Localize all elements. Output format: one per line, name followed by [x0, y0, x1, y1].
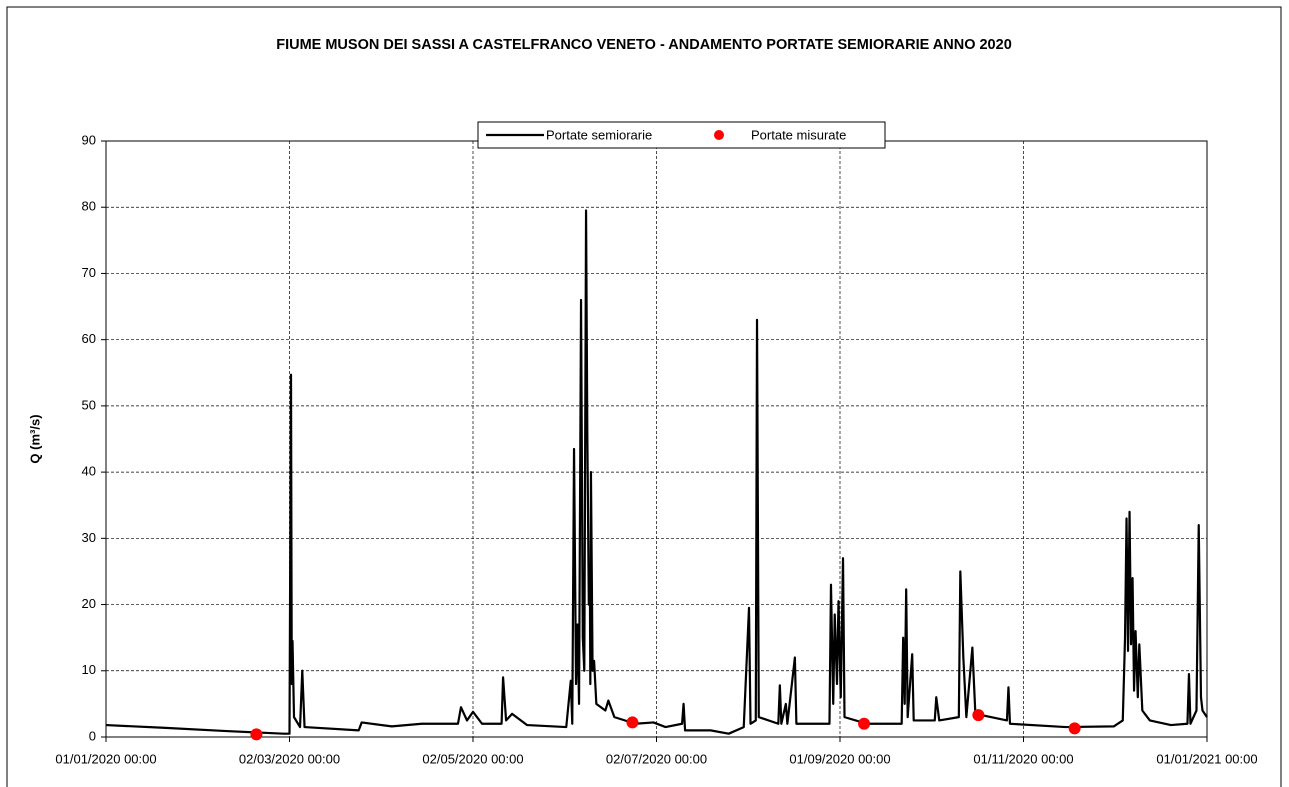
- measured-point: [250, 728, 263, 741]
- legend-swatch: [714, 130, 724, 140]
- y-tick-label: 40: [82, 464, 96, 479]
- x-tick-label: 02/07/2020 00:00: [606, 751, 707, 766]
- x-tick-label: 01/09/2020 00:00: [789, 751, 890, 766]
- y-tick-label: 90: [82, 132, 96, 147]
- y-tick-label: 70: [82, 265, 96, 280]
- y-tick-label: 10: [82, 662, 96, 677]
- legend-label: Portate semiorarie: [546, 127, 652, 142]
- y-tick-label: 80: [82, 199, 96, 214]
- measured-point: [858, 717, 871, 730]
- legend-label: Portate misurate: [751, 127, 846, 142]
- y-axis-label: Q (m³/s): [27, 414, 42, 463]
- y-tick-label: 20: [82, 596, 96, 611]
- y-tick-label: 50: [82, 397, 96, 412]
- x-tick-label: 02/05/2020 00:00: [422, 751, 523, 766]
- measured-point: [972, 709, 985, 722]
- x-tick-label: 01/01/2020 00:00: [55, 751, 156, 766]
- x-tick-label: 01/11/2020 00:00: [973, 751, 1073, 766]
- flow-line: [105, 209, 1208, 735]
- y-tick-label: 30: [82, 530, 96, 545]
- x-tick-label: 01/01/2021 00:00: [1156, 751, 1257, 766]
- x-tick-label: 02/03/2020 00:00: [239, 751, 340, 766]
- measured-point: [626, 716, 639, 729]
- chart-title: FIUME MUSON DEI SASSI A CASTELFRANCO VEN…: [276, 37, 1012, 53]
- y-tick-label: 60: [82, 331, 96, 346]
- measured-point: [1068, 722, 1081, 735]
- legend-box: [477, 121, 886, 149]
- y-tick-label: 0: [89, 728, 96, 743]
